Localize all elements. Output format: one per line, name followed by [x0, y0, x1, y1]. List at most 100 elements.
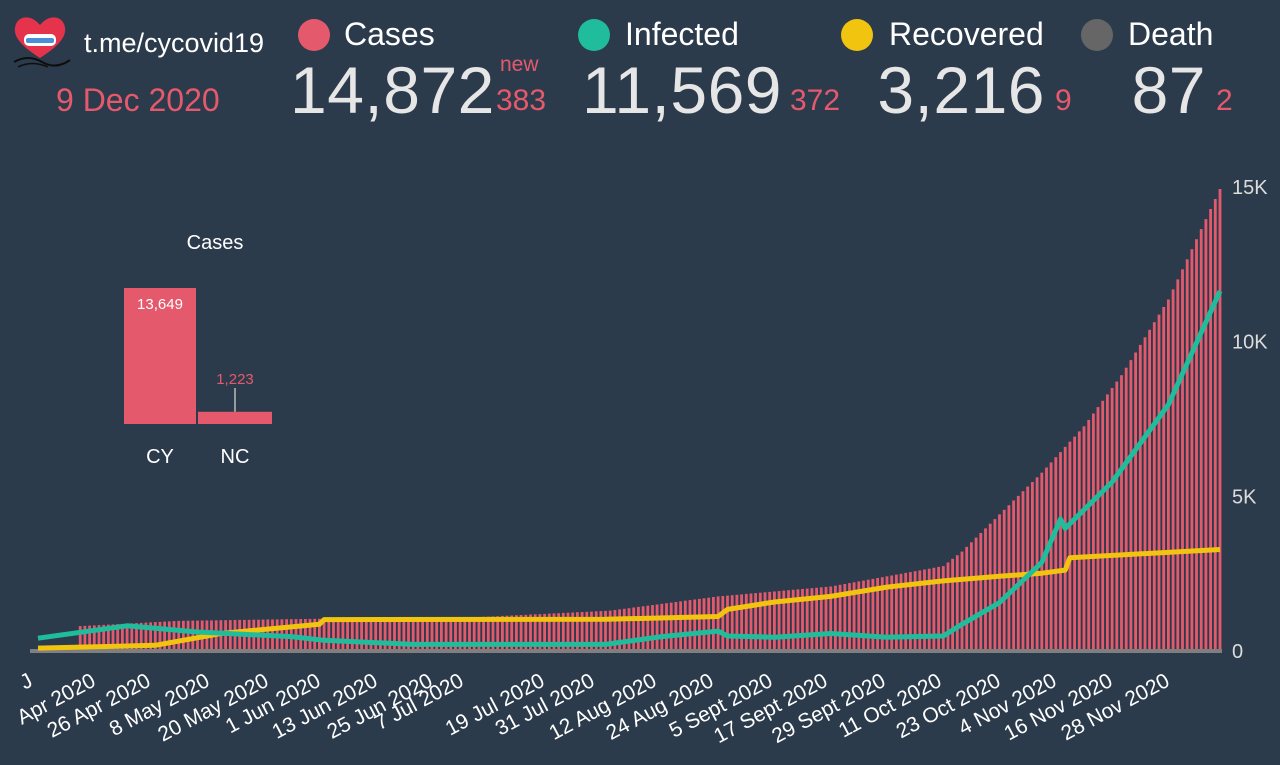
case-bar [927, 568, 931, 649]
case-bar [946, 562, 950, 649]
death-new: 2 [1216, 84, 1233, 117]
case-bar [594, 611, 598, 649]
case-bar [1185, 259, 1189, 649]
case-bar [735, 594, 739, 649]
case-bar [529, 614, 532, 649]
case-bar [1115, 381, 1119, 649]
region-chart-title: Cases [187, 232, 244, 254]
case-bar [402, 618, 406, 649]
case-bar [1002, 509, 1006, 649]
case-bar [1181, 269, 1184, 649]
case-bar [1073, 436, 1076, 649]
case-bar [186, 620, 190, 649]
case-bar [880, 577, 884, 649]
case-bar [182, 620, 185, 649]
case-bar [435, 617, 439, 649]
region-value-label: 13,649 [137, 296, 183, 313]
case-bar [637, 606, 640, 649]
case-bar [787, 590, 790, 649]
case-bar [416, 618, 420, 649]
case-bar [674, 602, 678, 649]
case-bar [411, 618, 415, 649]
case-bar [1101, 400, 1105, 649]
case-bar [191, 620, 195, 649]
case-bar [477, 617, 481, 649]
case-bar [848, 583, 851, 649]
infected-line [37, 290, 1223, 647]
region-bar-cy [124, 288, 196, 424]
case-bar [679, 601, 682, 649]
case-bar [627, 608, 631, 649]
case-bar [810, 588, 814, 649]
case-bar [608, 610, 612, 649]
case-bar [576, 612, 579, 649]
case-bar [78, 626, 82, 649]
region-category-label: CY [146, 446, 174, 468]
case-bar [726, 595, 729, 649]
case-bar [1054, 457, 1058, 649]
region-category-label: NC [221, 446, 250, 468]
case-bar [1176, 279, 1180, 649]
telegram-handle[interactable]: t.me/cycovid19 [84, 28, 265, 58]
case-bar [646, 605, 650, 649]
case-bar [533, 614, 537, 649]
case-bar [665, 603, 668, 649]
case-bar [998, 514, 1001, 649]
case-bar [515, 615, 518, 649]
case-bar [899, 573, 903, 649]
case-bar [299, 619, 303, 649]
case-bar [618, 609, 621, 649]
case-bar [139, 622, 143, 649]
region-bar-nc [198, 411, 272, 424]
case-bar [791, 589, 795, 649]
case-bar [1096, 407, 1100, 649]
case-bar [130, 623, 134, 649]
case-bar [1199, 229, 1203, 649]
case-bar [651, 605, 654, 649]
case-bar [843, 584, 847, 649]
case-bar [1167, 299, 1170, 649]
case-bar [519, 615, 523, 649]
case-bar [744, 593, 748, 649]
case-bar [885, 576, 889, 649]
case-bar [444, 617, 448, 649]
case-bar [1035, 477, 1039, 649]
case-bar [393, 618, 396, 649]
case-bar [1031, 482, 1034, 649]
case-bar [327, 618, 331, 649]
case-bar [1129, 360, 1133, 649]
case-bar [158, 621, 162, 649]
case-bar [1026, 486, 1030, 649]
region-value-label: 1,223 [216, 371, 254, 388]
case-bar [641, 606, 645, 649]
case-bar [740, 594, 743, 649]
case-bar [336, 618, 340, 649]
recovered-label: Recovered [889, 16, 1044, 52]
case-bar [749, 593, 753, 649]
case-bar [482, 616, 485, 649]
case-bar [543, 613, 546, 649]
case-bar [102, 624, 106, 649]
case-bar [974, 537, 978, 649]
case-bar [655, 604, 659, 649]
case-bar [346, 618, 349, 649]
case-bar [332, 618, 335, 649]
case-bar [322, 618, 326, 649]
case-bar [782, 590, 786, 649]
case-bar [599, 611, 603, 649]
case-bar [472, 617, 476, 649]
region-cases-chart: Cases 13,649 CY 1,223 NC [124, 232, 272, 468]
case-bar [350, 618, 354, 649]
case-bar [754, 593, 757, 649]
case-bar [566, 612, 570, 649]
case-bar [895, 574, 898, 649]
case-bar [1195, 239, 1198, 649]
case-bar [834, 585, 837, 649]
case-bar [121, 623, 124, 649]
case-bar [716, 596, 720, 649]
case-bar [491, 616, 495, 649]
death-label: Death [1128, 16, 1214, 52]
case-bar [1110, 388, 1114, 649]
case-bar [88, 625, 91, 649]
case-bar [1049, 462, 1053, 649]
